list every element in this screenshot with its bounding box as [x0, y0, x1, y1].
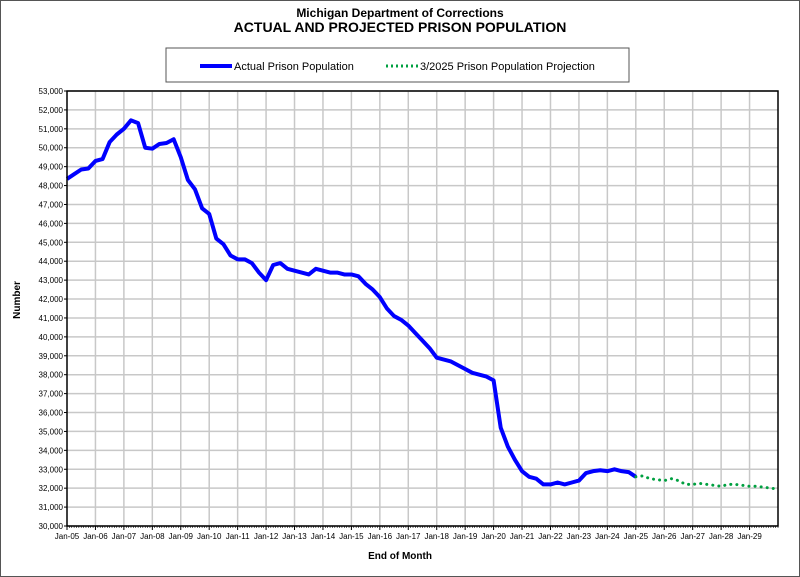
- chart-subtitle: ACTUAL AND PROJECTED PRISON POPULATION: [233, 19, 567, 35]
- legend-label-projection: 3/2025 Prison Population Projection: [420, 61, 595, 73]
- y-tick-label: 40,000: [39, 333, 64, 342]
- y-tick-label: 32,000: [39, 484, 64, 493]
- x-tick-label: Jan-25: [624, 532, 649, 541]
- plot-area: [67, 91, 778, 526]
- y-tick-label: 34,000: [39, 446, 64, 455]
- x-tick-label: Jan-08: [140, 532, 165, 541]
- plot-border: [66, 90, 779, 527]
- x-tick-label: Jan-27: [680, 532, 705, 541]
- y-tick-label: 50,000: [39, 144, 64, 153]
- x-tick-label: Jan-14: [311, 532, 336, 541]
- x-tick-label: Jan-19: [453, 532, 478, 541]
- x-axis-label: End of Month: [368, 551, 432, 562]
- y-tick-label: 33,000: [39, 465, 64, 474]
- x-tick-label: Jan-05: [55, 532, 80, 541]
- y-tick-label: 48,000: [39, 182, 64, 191]
- x-tick-label: Jan-26: [652, 532, 677, 541]
- x-tick-label: Jan-17: [396, 532, 421, 541]
- x-tick-label: Jan-21: [510, 532, 535, 541]
- chart-title: Michigan Department of Corrections: [296, 6, 504, 20]
- y-tick-label: 51,000: [39, 125, 64, 134]
- y-tick-label: 39,000: [39, 352, 64, 361]
- x-tick-label: Jan-11: [226, 532, 250, 541]
- x-tick-label: Jan-16: [368, 532, 393, 541]
- x-tick-label: Jan-24: [595, 532, 620, 541]
- x-tick-label: Jan-18: [424, 532, 449, 541]
- y-tick-label: 43,000: [39, 276, 64, 285]
- x-tick-label: Jan-23: [567, 532, 592, 541]
- y-tick-label: 44,000: [39, 257, 64, 266]
- x-tick-label: Jan-28: [709, 532, 734, 541]
- x-tick-label: Jan-06: [83, 532, 108, 541]
- y-tick-label: 53,000: [39, 87, 64, 96]
- x-tick-label: Jan-13: [282, 532, 307, 541]
- legend-label-actual: Actual Prison Population: [234, 61, 354, 73]
- legend: Actual Prison Population 3/2025 Prison P…: [165, 47, 630, 83]
- y-tick-label: 52,000: [39, 106, 64, 115]
- y-tick-label: 35,000: [39, 427, 64, 436]
- x-tick-label: Jan-07: [112, 532, 137, 541]
- x-tick-label: Jan-09: [169, 532, 194, 541]
- y-tick-label: 31,000: [39, 503, 64, 512]
- y-tick-label: 47,000: [39, 200, 64, 209]
- y-tick-label: 30,000: [39, 522, 64, 531]
- y-tick-label: 49,000: [39, 163, 64, 172]
- y-tick-label: 41,000: [39, 314, 64, 323]
- y-axis-label: Number: [12, 281, 23, 319]
- y-tick-label: 37,000: [39, 390, 64, 399]
- y-tick-label: 46,000: [39, 219, 64, 228]
- x-tick-label: Jan-10: [197, 532, 222, 541]
- y-tick-label: 42,000: [39, 295, 64, 304]
- x-tick-label: Jan-22: [538, 532, 563, 541]
- x-tick-label: Jan-15: [339, 532, 364, 541]
- y-tick-label: 38,000: [39, 371, 64, 380]
- x-tick-label: Jan-12: [254, 532, 279, 541]
- y-tick-label: 36,000: [39, 409, 64, 418]
- x-tick-label: Jan-20: [481, 532, 506, 541]
- y-tick-label: 45,000: [39, 238, 64, 247]
- x-tick-label: Jan-29: [737, 532, 762, 541]
